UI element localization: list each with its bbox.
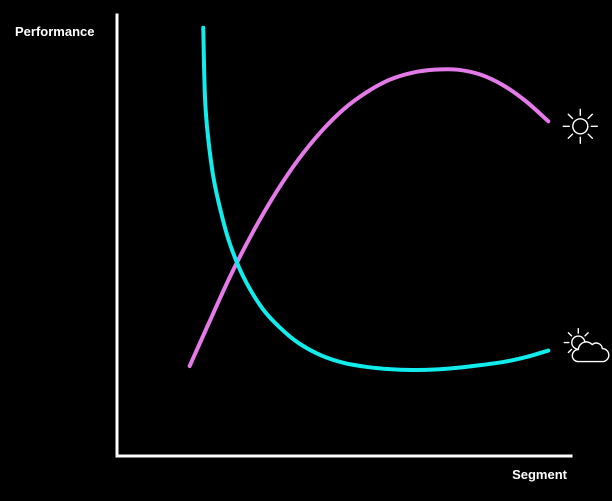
sun-icon	[562, 108, 598, 144]
series-line-sunny	[187, 67, 551, 369]
y-axis-label: Performance	[15, 24, 94, 39]
series-line-partly-cloudy	[201, 25, 551, 373]
partly-cloudy-icon	[563, 327, 610, 363]
x-axis-label: Segment	[512, 467, 568, 482]
